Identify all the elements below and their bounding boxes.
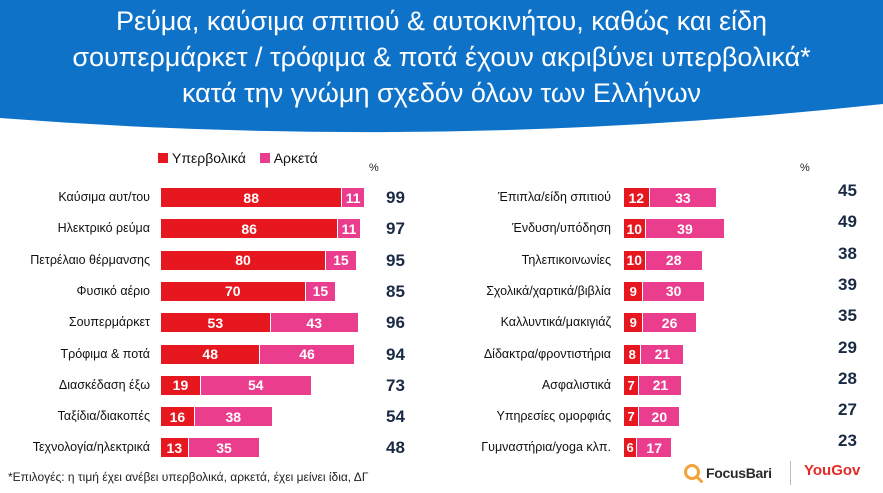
yougov-logo: YouGov	[804, 462, 861, 479]
bar-segment-very: 13	[161, 438, 188, 458]
bar-segment-very: 7	[624, 407, 639, 427]
total-value: 73	[386, 375, 405, 395]
total-value: 28	[838, 368, 857, 388]
chart-legend: Υπερβολικά Αρκετά	[158, 150, 328, 166]
legend-label-quite: Αρκετά	[273, 150, 318, 166]
category-label: Ηλεκτρικό ρεύμα	[57, 221, 150, 236]
total-value: 94	[386, 344, 405, 364]
total-value: 95	[386, 250, 405, 270]
percent-label-right: %	[800, 162, 810, 174]
bar-segment-very: 6	[624, 438, 637, 458]
total-value: 96	[386, 313, 405, 333]
total-value: 23	[838, 431, 857, 451]
bar-segment-quite: 21	[638, 375, 682, 395]
bar-segment-quite: 17	[636, 438, 672, 458]
bar-segment-very: 10	[624, 219, 645, 239]
bar-segment-very: 10	[624, 250, 645, 270]
bar-segment-quite: 39	[644, 219, 725, 239]
total-value: 49	[838, 212, 857, 232]
focusbari-logo: FocusBari	[683, 461, 772, 485]
total-value: 48	[386, 438, 405, 458]
category-label: Υπηρεσίες ομορφιάς	[496, 409, 611, 424]
bar-segment-quite: 26	[642, 313, 696, 333]
bar-segment-quite: 33	[648, 188, 717, 207]
bar-segment-quite: 21	[640, 344, 684, 364]
category-label: Δίδακτρα/φροντιστήρια	[483, 346, 611, 361]
header-background	[0, 0, 883, 133]
legend-swatch-very	[158, 153, 168, 163]
category-label: Τεχνολογία/ηλεκτρικά	[32, 440, 150, 455]
total-value: 35	[838, 306, 857, 326]
bar-segment-very: 86	[161, 219, 338, 239]
total-value: 45	[838, 181, 857, 200]
focusbari-icon	[684, 464, 703, 483]
total-value: 29	[838, 337, 857, 357]
total-value: 38	[838, 243, 857, 263]
bar-segment-very: 9	[624, 313, 643, 333]
bar-segment-quite: 28	[644, 250, 702, 270]
legend-label-very: Υπερβολικά	[172, 150, 246, 166]
legend-swatch-quite	[259, 153, 270, 163]
bar-segment-very: 9	[624, 281, 643, 301]
legend-item-quite: Αρκετά	[259, 150, 318, 166]
bar-segment-very: 7	[624, 375, 639, 395]
category-label: Σχολικά/χαρτικά/βιβλία	[486, 283, 611, 298]
total-value: 85	[386, 281, 405, 301]
category-label: Πετρέλαιο θέρμανσης	[30, 252, 150, 267]
total-value: 99	[386, 188, 405, 207]
category-label: Διασκέδαση έξω	[58, 377, 150, 392]
bar-segment-quite: 43	[269, 313, 358, 333]
category-label: Καλλυντικά/μακιγιάζ	[500, 315, 611, 330]
bar-segment-quite: 35	[187, 438, 260, 458]
bar-segment-quite: 15	[325, 250, 356, 270]
category-label: Καύσιμα αυτ/του	[58, 190, 150, 204]
title-line-1: Ρεύμα, καύσιμα σπιτιού & αυτοκινήτου, κα…	[115, 6, 768, 36]
category-label: Ασφαλιστικά	[541, 377, 611, 392]
total-value: 54	[386, 407, 405, 427]
bar-segment-quite: 38	[193, 407, 272, 427]
bar-segment-quite: 11	[337, 219, 360, 239]
category-label: Γυμναστήρια/yoga κλπ.	[481, 440, 611, 455]
category-label: Τρόφιμα & ποτά	[60, 346, 150, 361]
bar-segment-very: 70	[161, 281, 305, 301]
logo-divider	[790, 461, 791, 485]
total-value: 27	[838, 400, 857, 420]
category-label: Ταξίδια/διακοπές	[57, 409, 150, 424]
bar-segment-quite: 20	[638, 407, 680, 427]
bar-segment-quite: 30	[642, 281, 704, 301]
category-label: Τηλεπικοινωνίες	[521, 252, 611, 267]
bar-segment-very: 53	[161, 313, 270, 333]
bar-segment-very: 80	[161, 250, 325, 270]
bar-segment-very: 88	[161, 188, 342, 207]
category-label: Φυσικό αέριο	[76, 283, 150, 298]
bar-segment-quite: 11	[341, 188, 364, 207]
bar-segment-very: 19	[161, 375, 200, 395]
title-line-3: κατά την γνώμη σχεδόν όλων των Ελλήνων	[181, 78, 702, 108]
bar-segment-very: 16	[161, 407, 194, 427]
footnote: *Επιλογές: η τιμή έχει ανέβει υπερβολικά…	[8, 470, 369, 484]
bar-segment-very: 12	[624, 188, 649, 207]
percent-label-left: %	[369, 162, 379, 174]
bar-segment-very: 8	[624, 344, 641, 364]
total-value: 97	[386, 219, 405, 239]
focusbari-text: FocusBari	[706, 465, 772, 481]
total-value: 39	[838, 274, 857, 294]
page-title: Ρεύμα, καύσιμα σπιτιού & αυτοκινήτου, κα…	[0, 3, 883, 111]
header-banner: Ρεύμα, καύσιμα σπιτιού & αυτοκινήτου, κα…	[0, 0, 883, 140]
category-label: Ένδυση/υπόδηση	[512, 221, 611, 236]
legend-item-very: Υπερβολικά	[158, 150, 246, 166]
category-label: Έπιπλα/είδη σπιτιού	[498, 190, 611, 204]
title-line-2: σουπερμάρκετ / τρόφιμα & ποτά έχουν ακρι…	[72, 42, 811, 72]
bar-segment-quite: 54	[199, 375, 311, 395]
bar-segment-quite: 15	[304, 281, 336, 301]
bar-segment-very: 48	[161, 344, 260, 364]
category-label: Σουπερμάρκετ	[68, 315, 150, 330]
bar-segment-quite: 46	[259, 344, 354, 364]
